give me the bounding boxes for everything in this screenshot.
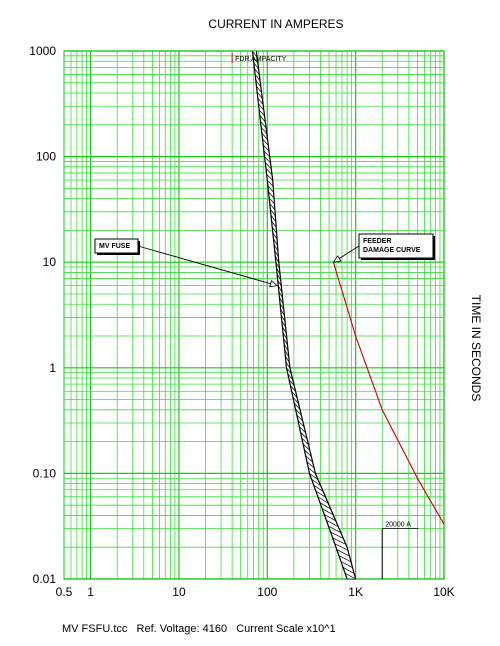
fuse-hatch	[295, 408, 302, 416]
fuse-hatch	[291, 391, 298, 398]
fuse-min-curve	[251, 50, 348, 580]
fdr-ampacity-label: FDR AMPACITY	[235, 56, 287, 63]
fuse-hatch	[265, 162, 272, 170]
fuse-hatch	[265, 168, 273, 175]
y-tick-label: 1000	[29, 44, 56, 58]
fuse-hatch	[260, 127, 268, 134]
fuse-hatch	[262, 138, 269, 146]
y-tick-label: 0.01	[33, 572, 57, 586]
fuse-hatch	[321, 508, 334, 516]
fuse-hatch	[292, 396, 299, 404]
fuse-hatch	[328, 525, 341, 533]
callout-arrowhead	[332, 255, 342, 263]
fuse-hatch	[252, 56, 259, 64]
fuse-hatch	[330, 531, 344, 539]
fuse-hatch	[315, 490, 326, 498]
fuse-hatch	[302, 443, 311, 451]
fuse-hatch	[255, 80, 262, 87]
x-tick-label: 10K	[433, 585, 454, 599]
fuse-hatch	[258, 103, 265, 111]
fuse-hatch	[267, 179, 274, 187]
fuse-hatch	[263, 150, 270, 158]
y-tick-label: 10	[43, 255, 57, 269]
fuse-hatch	[253, 62, 259, 70]
fuse-hatch	[305, 455, 313, 463]
fuse-hatch	[297, 420, 305, 428]
fuse-hatch	[254, 68, 260, 76]
x-tick-label: 1K	[348, 585, 363, 599]
fuse-hatch	[311, 478, 321, 486]
fuse-hatch	[324, 514, 336, 522]
fuse-hatch	[342, 566, 355, 574]
fuse-hatch	[287, 373, 294, 381]
fuse-hatch	[301, 437, 309, 445]
tick-label-layer: 0.5 1 10 100 1K 10K 1000 100 10 1 0.10 0.01	[29, 44, 454, 599]
fuse-hatch	[299, 426, 306, 434]
y-tick-label: 0.10	[33, 466, 57, 480]
callout-leader	[137, 245, 278, 287]
fuse-hatch	[271, 226, 277, 234]
callout-label: FEEDER	[363, 238, 391, 245]
fuse-hatch	[258, 109, 265, 117]
fuse-max-curve	[255, 50, 357, 580]
fuse-hatch	[300, 432, 308, 439]
fuse-hatch	[268, 197, 275, 205]
fuse-hatch	[259, 115, 266, 123]
callout-label: MV FUSE	[99, 243, 130, 250]
annotation-layer: FDR AMPACITY 20000 A MV FUSE FEEDER DAMAGE C…	[94, 53, 435, 579]
fuse-hatch	[313, 484, 324, 492]
chart-grid	[63, 50, 445, 580]
fuse-hatch	[293, 402, 301, 410]
x-tick-label: 10	[172, 585, 186, 599]
fuse-hatch	[254, 74, 261, 82]
fuse-hatch	[267, 185, 274, 193]
fuse-hatch	[271, 220, 277, 228]
fuse-hatch	[319, 502, 331, 510]
fuse-hatch	[338, 555, 352, 563]
fuse-hatch	[326, 520, 339, 527]
chart-title: CURRENT IN AMPERES	[208, 17, 343, 31]
callout-arrowhead	[269, 280, 279, 288]
callout-box	[358, 233, 434, 259]
fuse-hatch	[261, 132, 268, 140]
y-tick-label: 1	[49, 361, 56, 375]
fuse-hatch	[270, 209, 276, 216]
fuse-hatch	[296, 414, 303, 422]
y-axis-label: TIME IN SECONDS	[469, 295, 483, 402]
fuse-hatch	[270, 215, 277, 222]
fuse-hatch	[257, 97, 264, 105]
fuse-hatch	[262, 144, 270, 152]
fuse-hatch	[307, 467, 316, 475]
fuse-hatch	[266, 173, 273, 181]
fuse-hatch	[309, 473, 319, 481]
series-layer	[251, 50, 445, 580]
fuse-hatch	[269, 203, 276, 211]
feeder-damage-curve	[332, 262, 445, 525]
fuse-hatch	[260, 121, 267, 128]
fuse-hatch	[336, 549, 350, 557]
fuse-hatch	[304, 449, 312, 457]
fuse-hatch	[268, 191, 275, 199]
footer-text: MV FSFU.tcc Ref. Voltage: 4160 Current S…	[62, 623, 336, 635]
callout-label: DAMAGE CURVE	[363, 247, 421, 254]
fuse-hatch	[334, 543, 349, 551]
x-tick-label: 100	[257, 585, 277, 599]
fuse-hatch	[256, 85, 262, 93]
fuse-hatch	[317, 496, 329, 504]
fuse-hatch	[256, 91, 263, 99]
fuse-hatch	[344, 572, 356, 580]
y-tick-label: 100	[36, 150, 56, 164]
fuse-hatch	[290, 385, 296, 392]
x-tick-label: 1	[87, 585, 94, 599]
fuse-hatch	[264, 156, 271, 164]
fault-current-label: 20000 A	[385, 522, 411, 529]
callout-box	[94, 238, 139, 254]
fuse-hatch	[306, 461, 315, 469]
fuse-hatch	[252, 50, 258, 58]
fuse-hatch	[332, 537, 346, 545]
fuse-hatch	[288, 379, 295, 387]
x-tick-label: 0.5	[56, 585, 73, 599]
fuse-hatch	[340, 561, 353, 569]
